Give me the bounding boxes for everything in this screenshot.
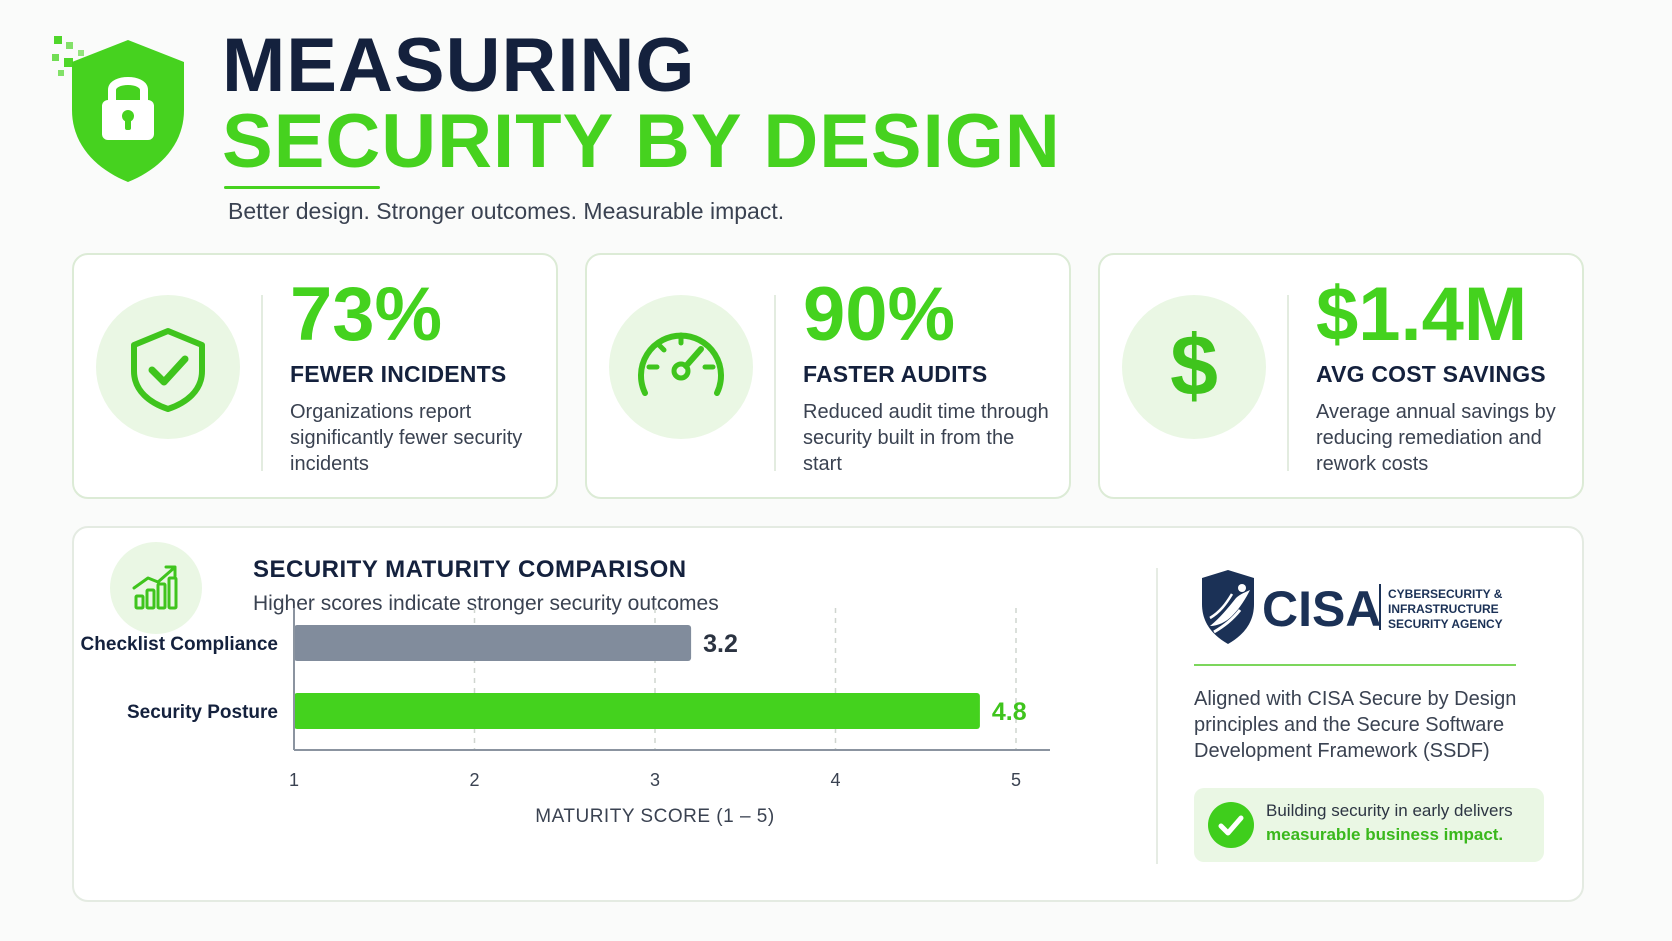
shield-check-icon: [96, 295, 240, 439]
page-subtitle: Better design. Stronger outcomes. Measur…: [228, 198, 785, 224]
title-line-2: SECURITY BY DESIGN: [222, 99, 1061, 184]
check-circle-icon: [1208, 802, 1254, 848]
stat-label: FEWER INCIDENTS: [290, 361, 507, 387]
stat-card-audits: 90% FASTER AUDITS Reduced audit time thr…: [585, 253, 1071, 499]
cisa-subtext-3: SECURITY AGENCY: [1388, 617, 1503, 631]
value-label: 4.8: [992, 698, 1027, 726]
cisa-subtext-1: CYBERSECURITY &: [1388, 587, 1503, 601]
category-label: Security Posture: [127, 702, 278, 723]
x-tick-label: 2: [469, 770, 479, 790]
cisa-subtext-2: INFRASTRUCTURE: [1388, 602, 1499, 616]
card-divider: [261, 295, 263, 471]
cisa-divider: [1194, 664, 1516, 666]
bar: [294, 693, 980, 729]
maturity-bar-chart: Checklist Compliance 3.2 Security Posture 4…: [81, 608, 1050, 827]
panel-separator: [1156, 568, 1158, 864]
x-tick-label: 5: [1011, 770, 1021, 790]
chart-title: SECURITY MATURITY COMPARISON: [253, 556, 687, 583]
card-divider: [1287, 295, 1289, 471]
stat-label: FASTER AUDITS: [803, 361, 988, 387]
stat-value: $1.4M: [1316, 272, 1528, 357]
value-label: 3.2: [703, 630, 738, 658]
shield-lock-icon: [52, 36, 184, 182]
stat-description: Organizations report significantly fewer…: [290, 401, 523, 475]
category-label: Checklist Compliance: [81, 634, 278, 655]
speedometer-icon: [609, 295, 753, 439]
stat-description: Reduced audit time through security buil…: [803, 401, 1049, 475]
cisa-logo: CISA CYBERSECURITY & INFRASTRUCTURE SECU…: [1202, 570, 1503, 644]
growth-chart-icon: [110, 542, 202, 634]
x-tick-label: 4: [830, 770, 840, 790]
stat-label: AVG COST SAVINGS: [1316, 361, 1546, 387]
card-divider: [774, 295, 776, 471]
stat-card-savings: $ $1.4M AVG COST SAVINGS Average annual …: [1098, 253, 1584, 499]
cisa-wordmark: CISA: [1262, 581, 1381, 637]
title-line-1: MEASURING: [222, 23, 696, 108]
x-tick-label: 3: [650, 770, 660, 790]
dollar-icon: $: [1122, 295, 1266, 439]
bar: [294, 625, 692, 661]
x-tick-label: 1: [289, 770, 299, 790]
x-axis-label: MATURITY SCORE (1 – 5): [535, 806, 774, 827]
callout-line-1: Building security in early delivers: [1266, 801, 1513, 820]
stat-description: Average annual savings by reducing remed…: [1316, 401, 1556, 475]
svg-text:$: $: [1170, 318, 1218, 414]
cisa-alignment-text: Aligned with CISA Secure by Design princ…: [1194, 688, 1517, 762]
stat-value: 90%: [803, 272, 956, 357]
stat-card-incidents: 73% FEWER INCIDENTS Organizations report…: [72, 253, 558, 499]
callout-line-2: measurable business impact.: [1266, 825, 1504, 844]
chart-subtitle: Higher scores indicate stronger security…: [253, 592, 719, 615]
title-underline: [224, 186, 380, 189]
maturity-panel: SECURITY MATURITY COMPARISON Higher scor…: [72, 526, 1584, 902]
impact-callout: Building security in early delivers meas…: [1194, 788, 1544, 862]
stat-value: 73%: [290, 272, 443, 357]
